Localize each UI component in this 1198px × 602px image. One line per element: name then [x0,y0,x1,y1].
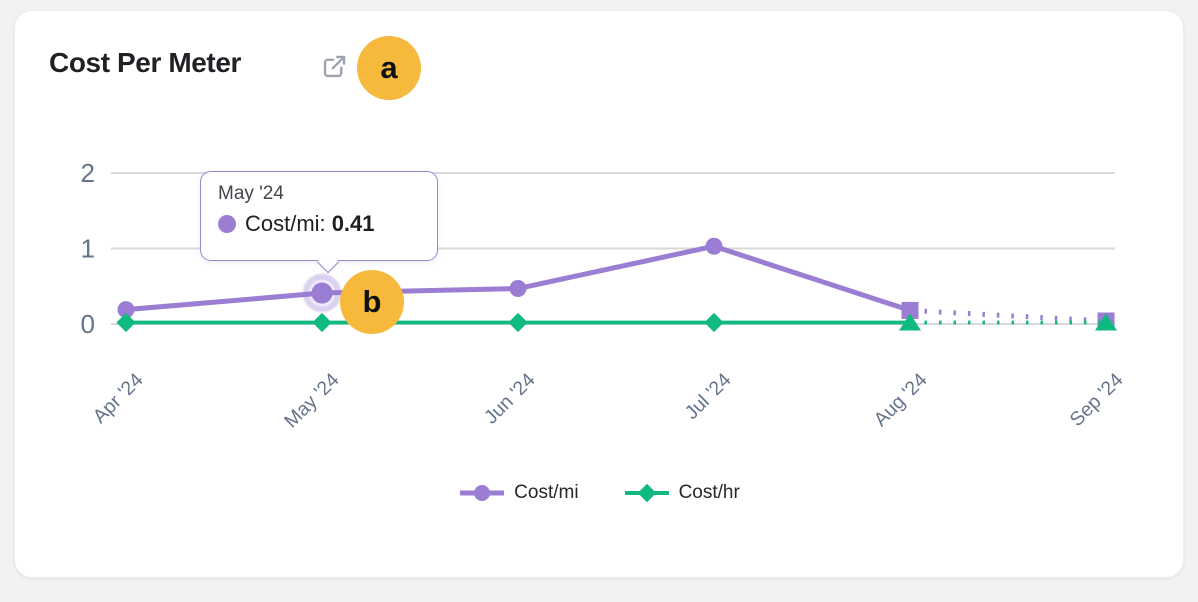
svg-text:Sep '24: Sep '24 [1066,369,1128,431]
diamond-marker-icon [624,483,669,503]
tooltip-title: May '24 [218,183,284,204]
chart-svg: 0 1 2 Apr '24 May '24 Jun '24 Jul '24 Aug '24 Se… [81,158,1128,433]
svg-text:1: 1 [81,234,95,264]
chart-card: Cost Per Meter 0 1 2 Apr '24 May '24 Jun '24 J… [14,10,1184,578]
circle-marker-icon [460,485,505,501]
external-link-icon[interactable] [321,53,348,80]
svg-text:Apr '24: Apr '24 [89,369,148,428]
tooltip-series-label: Cost/mi: [245,211,326,236]
legend-label: Cost/hr [678,482,740,503]
tooltip-value: 0.41 [331,211,375,236]
legend-item-cost-mi[interactable]: Cost/mi [460,482,579,504]
annotation-marker-a[interactable]: a [357,36,421,100]
page-title: Cost Per Meter [49,47,242,78]
annotation-marker-b[interactable]: b [340,270,404,334]
chart-legend: Cost/mi Cost/hr [15,477,1185,509]
svg-text:Jul '24: Jul '24 [681,369,736,424]
svg-text:Jun '24: Jun '24 [480,369,540,429]
svg-text:May '24: May '24 [280,369,344,433]
legend-label: Cost/mi [514,482,579,503]
svg-text:Aug '24: Aug '24 [870,369,932,431]
series-dot-icon [218,215,236,233]
svg-text:0: 0 [81,309,95,339]
legend-item-cost-hr[interactable]: Cost/hr [624,482,740,504]
chart-tooltip: May '24 Cost/mi: 0.41 [200,171,438,273]
svg-text:2: 2 [81,158,95,188]
